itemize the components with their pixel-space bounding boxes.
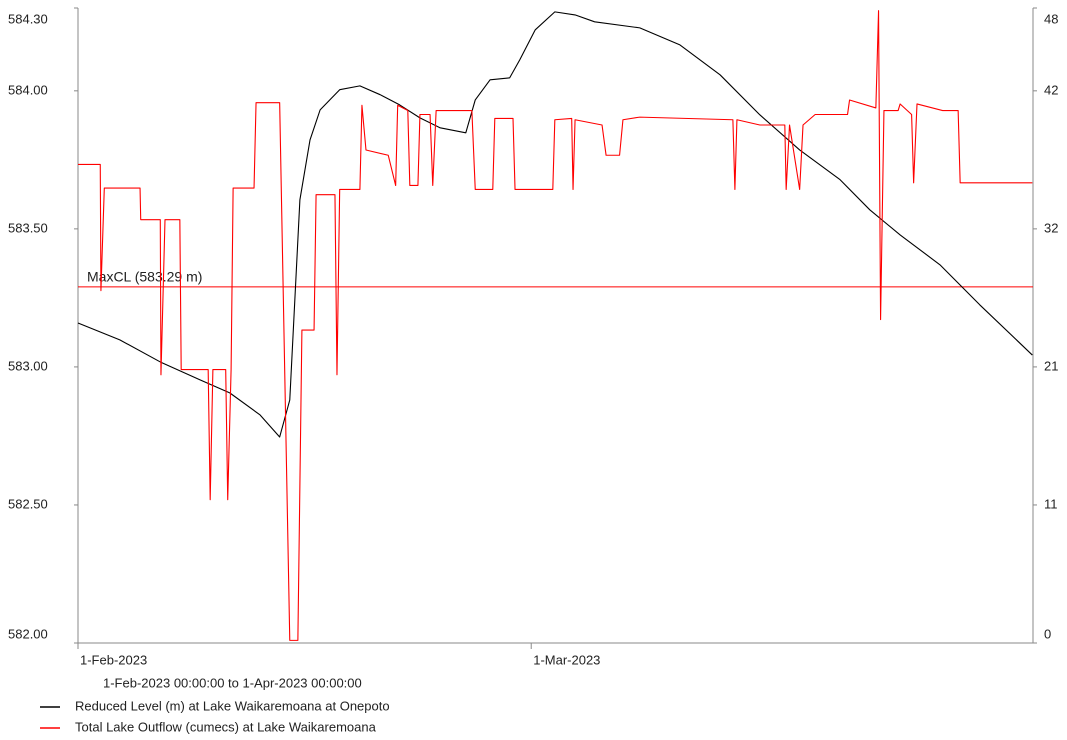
y2-tick-label: 32 [1044, 220, 1058, 235]
y-tick-label: 584.30 [8, 11, 48, 26]
reference-label: MaxCL (583.29 m) [87, 269, 202, 285]
x-tick-label: 1-Mar-2023 [533, 652, 600, 667]
y2-tick-label: 11 [1044, 496, 1058, 511]
y-tick-label: 583.50 [8, 220, 48, 235]
series-line [77, 11, 1033, 438]
y-tick-label: 584.00 [8, 82, 48, 97]
y-tick-label: 582.00 [8, 626, 48, 641]
series-line [78, 10, 1033, 641]
subtitle: 1-Feb-2023 00:00:00 to 1-Apr-2023 00:00:… [103, 675, 362, 690]
y-tick-label: 583.00 [8, 358, 48, 373]
legend-label: Reduced Level (m) at Lake Waikaremoana a… [75, 698, 390, 713]
y-tick-label: 582.50 [8, 496, 48, 511]
y2-tick-label: 48 [1044, 11, 1058, 26]
legend-label: Total Lake Outflow (cumecs) at Lake Waik… [75, 719, 377, 734]
x-tick-label: 1-Feb-2023 [80, 652, 147, 667]
y2-tick-label: 0 [1044, 626, 1051, 641]
y2-tick-label: 42 [1044, 82, 1058, 97]
y2-tick-label: 21 [1044, 358, 1058, 373]
